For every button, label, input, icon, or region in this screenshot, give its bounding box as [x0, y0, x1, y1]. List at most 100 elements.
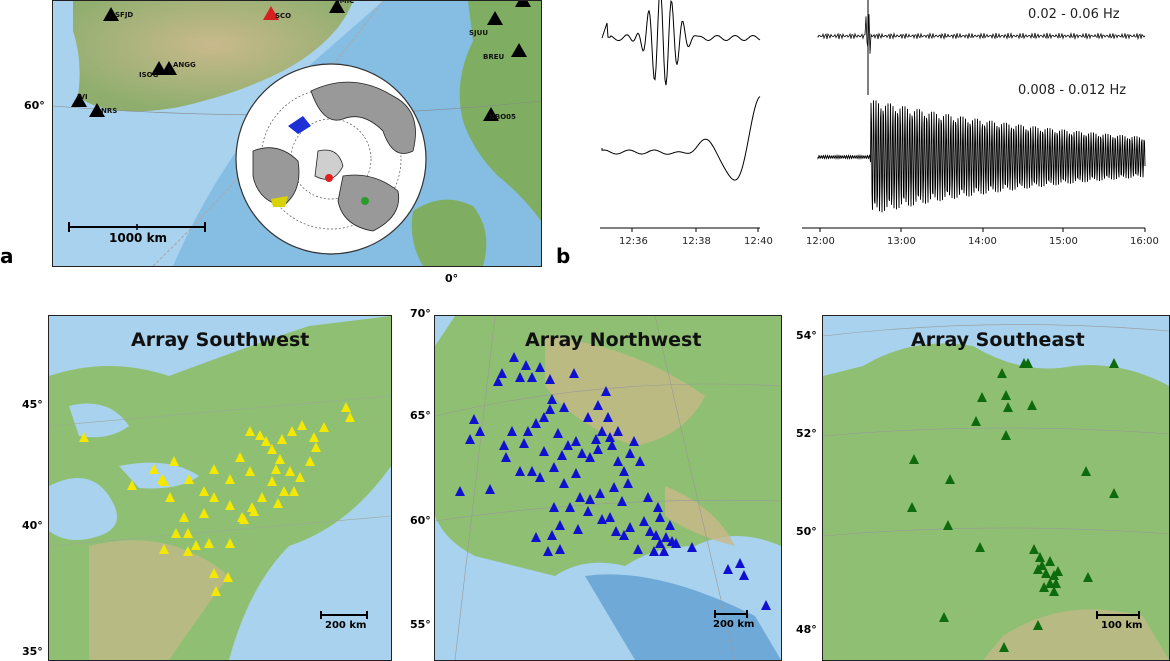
sw-station-marker — [319, 422, 329, 432]
nw-station-marker — [597, 514, 607, 524]
sw-station-marker — [255, 430, 265, 440]
nw-station-marker — [527, 372, 537, 382]
se-scale-label: 100 km — [1101, 620, 1143, 631]
sw-station-marker — [279, 486, 289, 496]
sw-station-marker — [245, 426, 255, 436]
nw-station-marker — [607, 440, 617, 450]
nw-station-marker — [469, 414, 479, 424]
se-lat-50: 50° — [796, 525, 817, 538]
nw-station-marker — [497, 368, 507, 378]
sw-station-marker — [159, 544, 169, 554]
nw-station-marker — [531, 532, 541, 542]
nw-station-marker — [523, 426, 533, 436]
se-station-marker — [1027, 400, 1037, 410]
nw-station-marker — [653, 502, 663, 512]
se-station-marker — [907, 502, 917, 512]
nw-station-marker — [623, 478, 633, 488]
waveform-plots — [600, 0, 1146, 232]
nw-station-marker — [625, 522, 635, 532]
se-station-marker — [1033, 620, 1043, 630]
wave-right-low — [817, 100, 1146, 213]
se-station-marker — [1039, 582, 1049, 592]
nw-station-marker — [539, 446, 549, 456]
nw-station-marker — [527, 466, 537, 476]
se-station-marker — [997, 368, 1007, 378]
nw-station-marker — [559, 402, 569, 412]
nw-station-marker — [509, 352, 519, 362]
sw-station-marker — [295, 472, 305, 482]
nw-station-marker — [611, 526, 621, 536]
station-label-sco: SCO — [275, 12, 292, 20]
se-station-marker — [1029, 544, 1039, 554]
nw-station-marker — [465, 434, 475, 444]
se-station-marker — [999, 642, 1009, 652]
sw-scale-label: 200 km — [325, 620, 367, 631]
nw-station-marker — [643, 492, 653, 502]
station-label-nrs: NRS — [101, 107, 118, 115]
nw-station-marker — [547, 394, 557, 404]
sw-station-marker — [341, 402, 351, 412]
station-marker-jmic — [329, 1, 345, 13]
station-label-sjuu: SJUU — [469, 29, 489, 37]
nw-station-marker — [605, 512, 615, 522]
station-marker-sco — [263, 6, 279, 20]
left-tick-3: 12:40 — [744, 236, 773, 247]
lat-tick-60-outer: 60° — [24, 99, 45, 112]
nw-lat-60: 60° — [410, 514, 431, 527]
station-marker-isog — [151, 61, 167, 75]
nw-station-marker — [585, 452, 595, 462]
sw-station-marker — [245, 466, 255, 476]
nw-station-marker — [659, 546, 669, 556]
sw-station-marker — [191, 540, 201, 550]
nw-station-marker — [547, 530, 557, 540]
nw-station-marker — [723, 564, 733, 574]
nw-station-marker — [671, 538, 681, 548]
station-label-tor: TOR — [499, 1, 515, 3]
se-station-marker — [1051, 578, 1061, 588]
nw-lat-55: 55° — [410, 618, 431, 631]
nw-station-marker — [687, 542, 697, 552]
se-station-marker — [1045, 556, 1055, 566]
nw-scale-label: 200 km — [713, 619, 755, 630]
nw-station-marker — [665, 520, 675, 530]
se-station-marker — [1045, 578, 1055, 588]
nw-station-marker — [485, 484, 495, 494]
se-station-marker — [943, 520, 953, 530]
nw-station-marker — [601, 386, 611, 396]
sw-station-marker — [79, 432, 89, 442]
lon-tick-0: 0° — [445, 272, 459, 285]
nw-station-marker — [569, 368, 579, 378]
sw-station-marker — [225, 500, 235, 510]
sw-station-marker — [157, 474, 167, 484]
sw-station-marker — [184, 474, 194, 484]
sw-station-marker — [277, 434, 287, 444]
nw-station-marker — [613, 456, 623, 466]
se-station-marker — [939, 612, 949, 622]
nw-station-marker — [583, 506, 593, 516]
sw-station-marker — [165, 492, 175, 502]
station-marker-ivi — [71, 93, 87, 107]
station-marker-breu — [511, 43, 527, 57]
nw-station-marker — [651, 530, 661, 540]
nw-station-marker — [649, 546, 659, 556]
sw-station-marker — [249, 506, 259, 516]
right-tick-3: 14:00 — [968, 236, 997, 247]
se-map-graphic — [823, 316, 1169, 660]
se-station-marker — [1033, 564, 1043, 574]
nw-station-marker — [655, 538, 665, 548]
nw-station-marker — [571, 468, 581, 478]
nw-station-marker — [577, 448, 587, 458]
panel-label-a: a — [0, 244, 14, 268]
nw-station-marker — [555, 520, 565, 530]
sw-station-marker — [209, 492, 219, 502]
nw-station-marker — [655, 512, 665, 522]
nw-station-marker — [515, 372, 525, 382]
nw-station-marker — [619, 530, 629, 540]
sw-station-marker — [267, 444, 277, 454]
nw-station-marker — [571, 436, 581, 446]
right-tick-5: 16:00 — [1130, 236, 1159, 247]
nw-station-marker — [545, 404, 555, 414]
nw-station-marker — [617, 496, 627, 506]
sw-station-marker — [204, 538, 214, 548]
station-marker-sjuu — [487, 11, 503, 25]
